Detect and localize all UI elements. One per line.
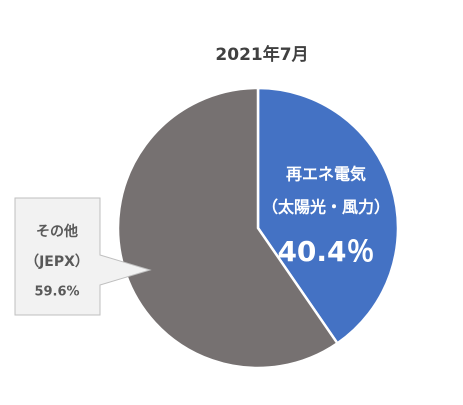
category-label: （太陽光・風力）: [262, 198, 390, 217]
category-label: その他: [36, 223, 78, 240]
pie: [116, 86, 400, 370]
value-label: 59.6%: [34, 285, 79, 300]
value-label: 40.4％: [277, 235, 374, 268]
category-label: （JEPX）: [25, 254, 89, 270]
labels: 再エネ電気 （太陽光・風力） 40.4％ その他 （JEPX） 59.6%: [25, 165, 390, 300]
pie-slice: [256, 86, 400, 346]
chart-title: 2021年7月: [215, 44, 308, 65]
category-label: 再エネ電気: [286, 165, 366, 184]
callout-box: [14, 197, 152, 316]
